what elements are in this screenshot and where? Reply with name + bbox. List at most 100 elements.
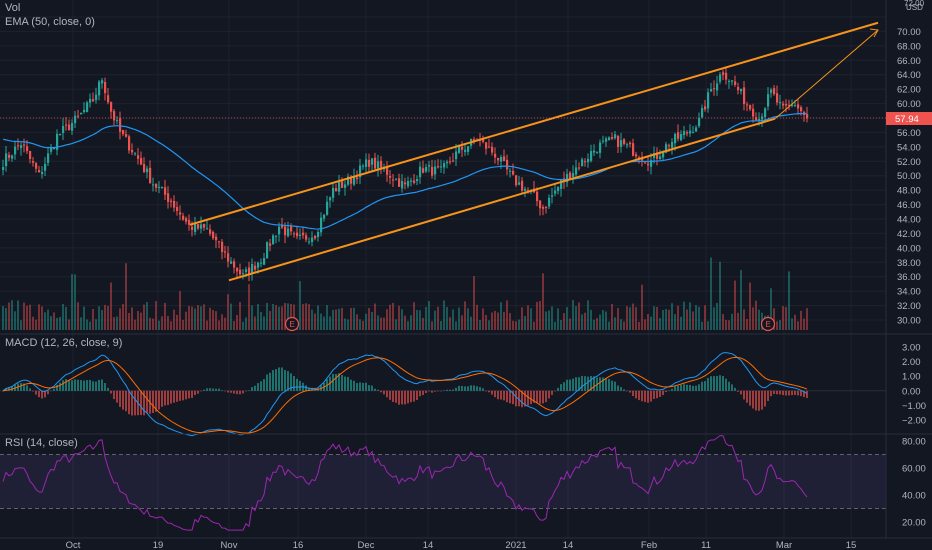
candle[interactable] xyxy=(713,80,716,96)
candle[interactable] xyxy=(170,198,173,208)
price-axis[interactable]: 72.00 USD 70.00 68.00 66.00 64.00 62.00 60.00… xyxy=(897,0,925,327)
trend-channel[interactable] xyxy=(189,21,879,282)
candle[interactable] xyxy=(536,187,539,207)
candle[interactable] xyxy=(623,137,626,146)
candle[interactable] xyxy=(149,160,152,184)
candle[interactable] xyxy=(113,109,116,126)
candle[interactable] xyxy=(47,146,50,166)
candle[interactable] xyxy=(392,174,395,187)
candle[interactable] xyxy=(512,163,515,176)
candle[interactable] xyxy=(365,153,368,173)
candle[interactable] xyxy=(248,261,251,282)
candle[interactable] xyxy=(449,156,452,165)
candle[interactable] xyxy=(752,103,755,123)
candle[interactable] xyxy=(407,176,410,189)
candle[interactable] xyxy=(287,221,290,238)
candle[interactable] xyxy=(362,163,365,170)
candle[interactable] xyxy=(689,124,692,137)
macd-axis[interactable]: 3.00 2.00 1.00 0.00 −1.00 −2.00 xyxy=(902,343,926,427)
earnings-marker[interactable]: E xyxy=(284,316,300,332)
candle[interactable] xyxy=(377,154,380,177)
candle[interactable] xyxy=(596,151,599,155)
candle[interactable] xyxy=(275,235,278,244)
candle[interactable] xyxy=(749,104,752,112)
candle[interactable] xyxy=(695,125,698,132)
candle[interactable] xyxy=(335,183,338,192)
candle[interactable] xyxy=(650,153,653,175)
candle[interactable] xyxy=(743,81,746,111)
earnings-marker[interactable]: E xyxy=(760,316,776,332)
candle[interactable] xyxy=(41,165,44,179)
candle[interactable] xyxy=(116,116,119,125)
candle[interactable] xyxy=(635,151,638,159)
candle[interactable] xyxy=(764,106,767,121)
candle[interactable] xyxy=(755,112,758,122)
candle[interactable] xyxy=(686,130,689,137)
candle[interactable] xyxy=(128,134,131,154)
candle[interactable] xyxy=(467,145,470,156)
candle[interactable] xyxy=(692,125,695,134)
candle[interactable] xyxy=(56,129,59,156)
candle[interactable] xyxy=(641,151,644,167)
candle[interactable] xyxy=(422,160,425,174)
candle[interactable] xyxy=(518,175,521,186)
candle[interactable] xyxy=(593,144,596,156)
candle[interactable] xyxy=(434,160,437,180)
candle[interactable] xyxy=(92,92,95,102)
candle[interactable] xyxy=(308,237,311,245)
candle[interactable] xyxy=(59,133,62,136)
candle[interactable] xyxy=(554,183,557,197)
candle[interactable] xyxy=(548,194,551,210)
candle[interactable] xyxy=(485,141,488,155)
candle[interactable] xyxy=(680,130,683,142)
candle[interactable] xyxy=(704,99,707,112)
candle[interactable] xyxy=(254,261,257,273)
candle[interactable] xyxy=(410,177,413,187)
candle[interactable] xyxy=(65,117,68,131)
candle[interactable] xyxy=(227,246,230,268)
rsi-pane[interactable] xyxy=(0,435,886,531)
candle[interactable] xyxy=(278,222,281,242)
candle[interactable] xyxy=(806,106,809,123)
candle[interactable] xyxy=(491,142,494,156)
candle[interactable] xyxy=(125,129,128,138)
candle[interactable] xyxy=(107,88,110,105)
candle[interactable] xyxy=(242,269,245,280)
candle[interactable] xyxy=(602,135,605,144)
candle[interactable] xyxy=(341,177,344,189)
candle[interactable] xyxy=(173,195,176,212)
candle[interactable] xyxy=(572,165,575,184)
candle[interactable] xyxy=(359,158,362,185)
candle[interactable] xyxy=(503,149,506,162)
candle[interactable] xyxy=(5,145,8,172)
candle[interactable] xyxy=(368,153,371,172)
candle[interactable] xyxy=(746,101,749,112)
candle[interactable] xyxy=(332,183,335,203)
candle[interactable] xyxy=(50,144,53,155)
candle[interactable] xyxy=(206,220,209,230)
candle[interactable] xyxy=(707,88,710,113)
candle[interactable] xyxy=(317,229,320,242)
candle[interactable] xyxy=(629,141,632,148)
candle[interactable] xyxy=(437,159,440,169)
candle[interactable] xyxy=(698,112,701,128)
candle[interactable] xyxy=(506,154,509,176)
candle[interactable] xyxy=(35,162,38,173)
candle[interactable] xyxy=(443,160,446,174)
candle[interactable] xyxy=(239,263,242,279)
candle[interactable] xyxy=(152,177,155,192)
candle[interactable] xyxy=(122,129,125,137)
candle[interactable] xyxy=(578,162,581,171)
candle[interactable] xyxy=(557,186,560,195)
candle[interactable] xyxy=(104,77,107,101)
legend-volume[interactable]: Vol xyxy=(5,2,20,14)
candle[interactable] xyxy=(380,156,383,175)
candle[interactable] xyxy=(386,161,389,182)
candle[interactable] xyxy=(188,214,191,231)
candle[interactable] xyxy=(581,157,584,167)
candle[interactable] xyxy=(23,138,26,153)
candle[interactable] xyxy=(164,179,167,201)
legend-rsi[interactable]: RSI (14, close) xyxy=(5,437,78,449)
candle[interactable] xyxy=(161,186,164,189)
